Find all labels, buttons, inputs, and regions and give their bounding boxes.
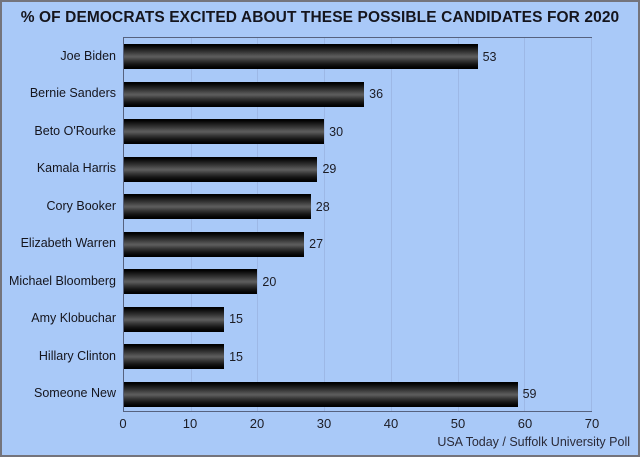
- bar-row: 15: [124, 338, 591, 376]
- plot-area: 53 36 30 29 28 27 20 15 15 59: [123, 37, 592, 412]
- category-label: Amy Klobuchar: [31, 311, 116, 326]
- category-label: Bernie Sanders: [29, 86, 116, 101]
- bar: [124, 81, 365, 107]
- bar-value-label: 28: [315, 199, 330, 214]
- bar-value-label: 15: [229, 349, 243, 364]
- category-label: Cory Booker: [46, 198, 116, 213]
- gridline: [457, 38, 459, 411]
- bar-value-label: 29: [322, 162, 337, 177]
- gridline: [257, 38, 259, 411]
- x-tick-label: 70: [584, 416, 600, 431]
- bar-value-label: 36: [369, 87, 384, 102]
- category-label: Elizabeth Warren: [20, 236, 116, 251]
- x-tick-label: 50: [450, 416, 466, 431]
- bar: [124, 269, 258, 295]
- gridline: [524, 38, 526, 411]
- bar: [124, 119, 325, 145]
- bar: [124, 156, 318, 182]
- bar-row: 29: [124, 151, 591, 189]
- x-tick-label: 30: [316, 416, 332, 431]
- x-tick-label: 10: [182, 416, 198, 431]
- bar-row: 30: [124, 113, 591, 151]
- gridline: [591, 38, 592, 411]
- gridline: [190, 38, 192, 411]
- bar: [124, 306, 225, 332]
- bar-row: 36: [124, 76, 591, 114]
- bar-row: 59: [124, 376, 591, 414]
- bar-value-label: 53: [482, 49, 497, 64]
- source-credit: USA Today / Suffolk University Poll: [437, 435, 630, 449]
- category-label: Joe Biden: [60, 48, 116, 63]
- bar-row: 20: [124, 263, 591, 301]
- x-axis-ticks: 0 10 20 30 40 50 60 70: [119, 416, 599, 432]
- bar: [124, 344, 225, 370]
- bar-value-label: 30: [329, 124, 344, 139]
- bar: [124, 231, 305, 257]
- category-label: Someone New: [34, 386, 116, 401]
- bar-row: 15: [124, 301, 591, 339]
- gridline: [324, 38, 326, 411]
- bar: [124, 194, 311, 220]
- category-labels: Joe Biden Bernie Sanders Beto O'Rourke Kama…: [2, 37, 116, 412]
- category-label: Hillary Clinton: [38, 348, 116, 363]
- bar-row: 53: [124, 38, 591, 76]
- x-tick-label: 60: [517, 416, 533, 431]
- gridline: [390, 38, 392, 411]
- category-label: Beto O'Rourke: [34, 123, 116, 138]
- bar-value-label: 15: [229, 312, 243, 327]
- bar-value-label: 59: [522, 387, 537, 402]
- bar-value-label: 27: [309, 237, 324, 252]
- x-tick-label: 0: [119, 416, 127, 431]
- bar-row: 27: [124, 226, 591, 264]
- category-label: Michael Bloomberg: [9, 273, 116, 288]
- bar: [124, 44, 478, 70]
- bar-value-label: 20: [262, 274, 277, 289]
- chart-title: % OF DEMOCRATS EXCITED ABOUT THESE POSSI…: [20, 9, 620, 26]
- bar-row: 28: [124, 188, 591, 226]
- bar: [124, 381, 518, 407]
- category-label: Kamala Harris: [36, 161, 116, 176]
- x-tick-label: 20: [249, 416, 265, 431]
- x-tick-label: 40: [383, 416, 399, 431]
